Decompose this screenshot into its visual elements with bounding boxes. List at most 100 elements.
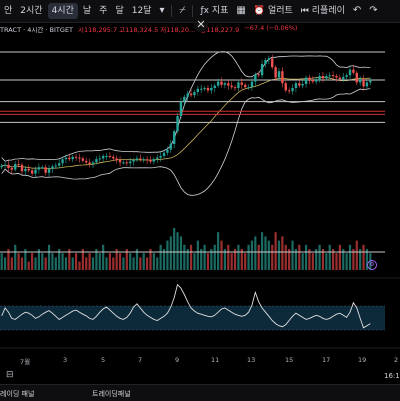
candle-body <box>156 157 159 160</box>
candle-body <box>345 75 348 77</box>
candle-body <box>159 156 162 158</box>
candle-body <box>74 156 78 158</box>
candle-body <box>27 168 30 171</box>
x-tick: 15 <box>285 356 294 364</box>
interval-4h[interactable]: 4시간 <box>47 3 78 19</box>
lower-band-line <box>1 88 371 196</box>
top-toolbar: 안 2시간 4시간 날 주 달 12달 ▾ ⌿ ƒx 지표 ▦ ⏰ 얼러트 ⏮ … <box>0 0 400 23</box>
volume-bar <box>220 240 223 270</box>
volume-bar <box>250 240 254 270</box>
candle-body <box>169 144 172 150</box>
candle-body <box>196 88 200 92</box>
candle-body <box>352 69 355 73</box>
timezone-icon[interactable]: ⊟ <box>6 370 14 380</box>
indicators-button[interactable]: ƒx 지표 <box>196 0 232 22</box>
candle-body <box>162 152 166 156</box>
volume-bar <box>78 261 81 270</box>
volume-bar <box>352 249 355 270</box>
candle-body <box>355 72 358 83</box>
x-axis[interactable]: 7월 3 5 7 9 11 13 15 17 19 2 <box>0 352 400 368</box>
candle-body <box>149 160 152 162</box>
volume-bar <box>112 257 115 270</box>
trading-panel-tab-left[interactable]: 레이딩 패널 <box>0 390 35 398</box>
interval-12m[interactable]: 12달 <box>131 6 152 16</box>
x-tick: 9 <box>175 356 180 364</box>
candle-body <box>342 76 345 80</box>
volume-bar <box>237 244 240 270</box>
candle-body <box>294 83 298 88</box>
alerts-button[interactable]: ⏰ 얼러트 <box>250 0 297 22</box>
indicators-icon: ƒx <box>200 6 212 16</box>
volume-bar <box>61 253 64 270</box>
volume-bar <box>311 253 314 270</box>
chevron-down-icon[interactable]: ▾ <box>159 5 165 16</box>
indicator-settings-icon[interactable]: ⚙ <box>367 260 377 270</box>
volume-bar <box>156 257 159 270</box>
chart-type-icon[interactable]: ⌿ <box>179 5 186 16</box>
volume-bar <box>213 244 216 270</box>
volume-bar <box>41 253 44 270</box>
volume-bar <box>166 240 169 270</box>
volume-bar <box>335 253 338 270</box>
interval-week[interactable]: 주 <box>99 6 108 16</box>
candle-body <box>108 156 112 157</box>
candle-body <box>3 164 7 166</box>
interval-2h[interactable]: 2시간 <box>20 6 43 16</box>
close-icon[interactable]: ✕ <box>194 18 208 32</box>
x-tick: 13 <box>247 356 256 364</box>
volume-bar <box>304 244 308 270</box>
replay-icon: ⏮ <box>300 6 312 16</box>
trading-panel-tab[interactable]: 트레이딩패널 <box>92 390 131 398</box>
volume-bar <box>115 249 118 270</box>
volume-bar <box>196 240 199 270</box>
volume-bar <box>64 257 68 270</box>
redo-icon[interactable]: ↷ <box>369 5 378 16</box>
candle-body <box>125 162 129 164</box>
volume-bar <box>240 249 243 270</box>
symbol-name[interactable]: TRACT · 4시간 · BITGET <box>0 26 74 34</box>
volume-bar <box>152 253 155 270</box>
change-value: −67.4 (−0.06%) <box>244 24 298 32</box>
price-chart[interactable] <box>0 0 400 352</box>
layout-icon[interactable]: ▦ <box>236 5 246 16</box>
candle-body <box>304 77 308 84</box>
volume-bar <box>91 257 95 270</box>
candle-body <box>200 88 203 90</box>
candle-body <box>30 170 34 174</box>
replay-button[interactable]: ⏮ 리플레이 <box>297 0 349 22</box>
candle-body <box>365 82 369 87</box>
candle-body <box>311 80 315 82</box>
candle-body <box>233 87 237 89</box>
candle-body <box>51 166 54 169</box>
interval-month[interactable]: 달 <box>115 6 124 16</box>
volume-bar <box>122 257 125 270</box>
candle-body <box>254 74 257 82</box>
candle-body <box>71 156 74 160</box>
interval-day[interactable]: 날 <box>82 6 92 16</box>
volume-bar <box>98 253 101 270</box>
candle-body <box>78 157 81 159</box>
volume-bar <box>233 249 237 270</box>
volume-bar <box>95 249 98 270</box>
candle-body <box>81 158 85 161</box>
candle-body <box>0 165 3 168</box>
volume-bar <box>125 249 128 270</box>
candle-body <box>328 75 331 77</box>
volume-bar <box>102 244 105 270</box>
candle-body <box>91 162 95 164</box>
volume-bar <box>186 249 189 270</box>
volume-bar <box>162 249 166 270</box>
x-tick: 17 <box>322 356 331 364</box>
volume-bar <box>227 244 230 270</box>
volume-bar <box>51 253 54 270</box>
interval-1[interactable]: 안 <box>4 6 13 16</box>
volume-bar <box>88 253 91 270</box>
candle-body <box>250 81 254 88</box>
candle-body <box>321 76 325 79</box>
candle-body <box>318 76 321 80</box>
volume-bar <box>206 253 210 270</box>
undo-icon[interactable]: ↶ <box>352 5 362 16</box>
volume-bar <box>257 244 260 270</box>
close-value: 종118,227.9 <box>200 26 240 34</box>
upper-band-line <box>1 51 371 162</box>
